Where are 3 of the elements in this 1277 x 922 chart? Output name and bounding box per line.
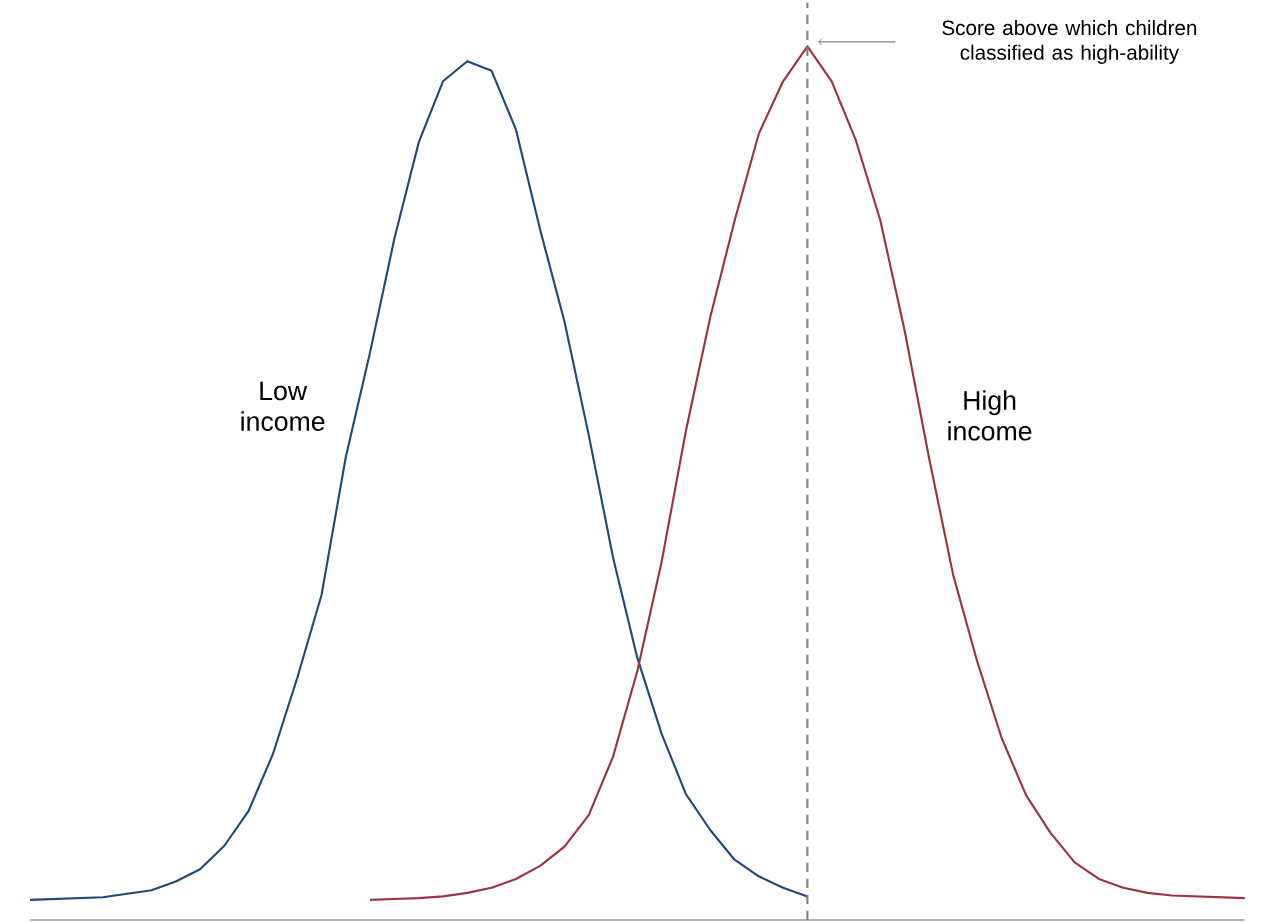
annotation: Score above which children classified as high-ability (942, 20, 1197, 64)
series-label: Low income (241, 381, 325, 431)
series-label: High income (948, 390, 1032, 441)
